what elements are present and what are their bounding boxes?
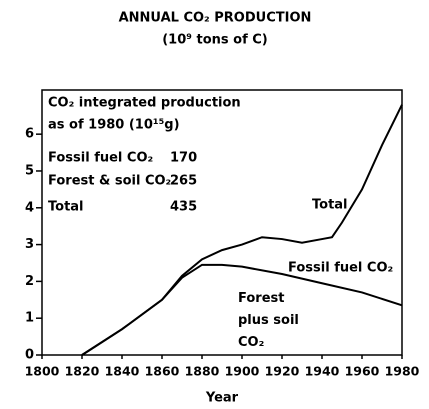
y-tick-label: 1: [25, 311, 34, 326]
y-tick-label: 2: [25, 274, 34, 289]
inset-row-value: 170: [170, 151, 197, 166]
y-tick-label: 4: [25, 200, 34, 215]
inset-row-value: 265: [170, 174, 197, 189]
x-tick-label: 1860: [145, 364, 180, 379]
y-tick-label: 0: [25, 348, 34, 363]
x-tick-label: 1800: [25, 364, 60, 379]
plot-frame: [41, 89, 403, 356]
x-axis-label: Year: [205, 391, 239, 406]
inset-heading: CO₂ integrated production: [48, 96, 241, 111]
inset-row-label: Forest & soil CO₂: [48, 174, 171, 189]
y-tick-label: 6: [25, 127, 34, 142]
x-tick-label: 1940: [305, 364, 340, 379]
x-tick-label: 1900: [225, 364, 260, 379]
x-tick-label: 1960: [345, 364, 380, 379]
inset-row-label: Total: [48, 200, 84, 215]
y-tick-label: 3: [25, 237, 34, 252]
x-tick-label: 1880: [185, 364, 220, 379]
fossil-label: Fossil fuel CO₂: [288, 261, 393, 276]
y-tick-label: 5: [25, 163, 34, 178]
inset-row-value: 435: [170, 200, 197, 215]
chart-subtitle: (10⁹ tons of C): [162, 33, 268, 48]
x-tick-label: 1980: [385, 364, 420, 379]
x-tick-label: 1820: [65, 364, 100, 379]
series-label: Total: [312, 198, 348, 213]
inset-heading: as of 1980 (10¹⁵g): [48, 118, 180, 133]
series-label: Forest plus soil CO₂: [238, 291, 299, 350]
series-line: [81, 263, 403, 356]
inset-row-label: Fossil fuel CO₂: [48, 151, 153, 166]
chart-title: ANNUAL CO₂ PRODUCTION: [119, 11, 312, 26]
x-tick-label: 1920: [265, 364, 300, 379]
x-tick-label: 1840: [105, 364, 140, 379]
